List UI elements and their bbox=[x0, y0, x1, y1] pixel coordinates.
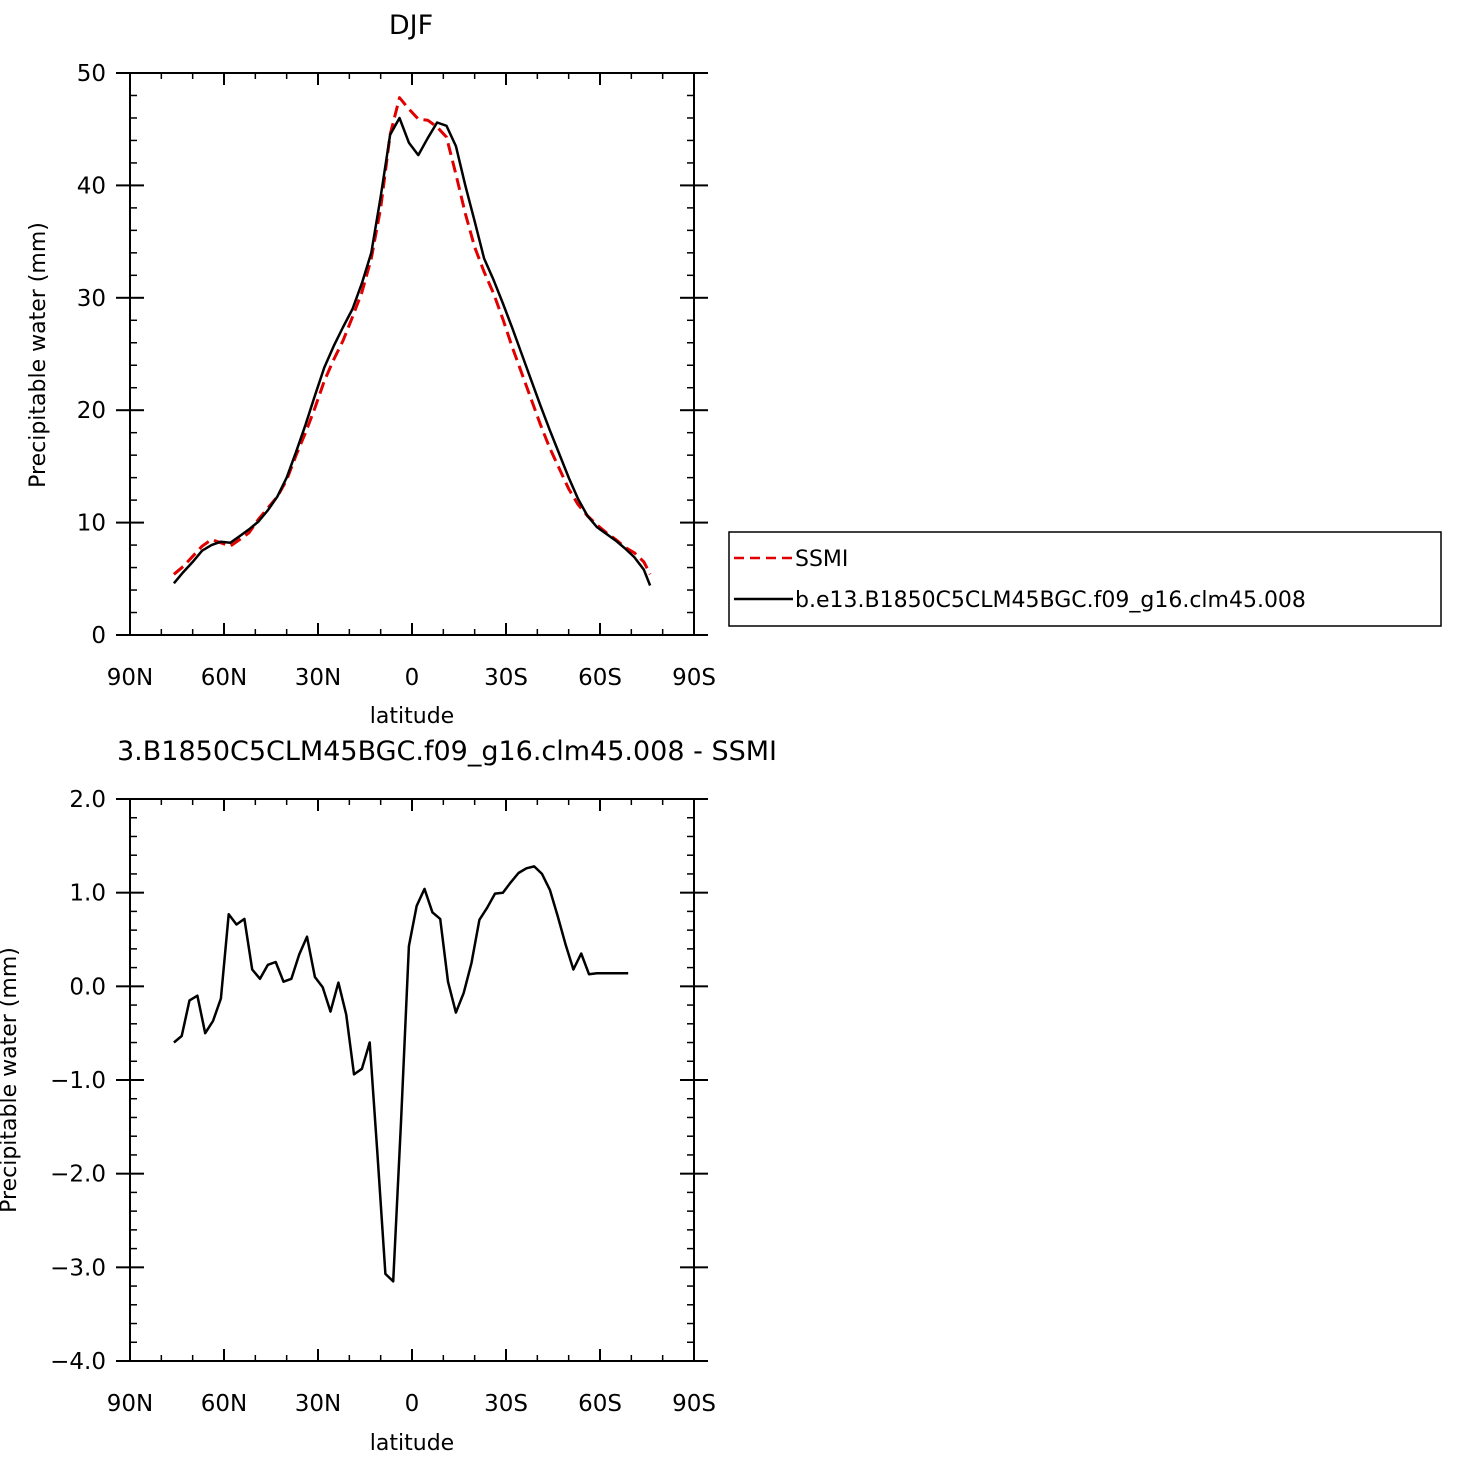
top-y-tick-label: 30 bbox=[77, 286, 106, 312]
bottom-x-tick-label: 90S bbox=[672, 1391, 716, 1417]
axes-frame-difference: 90N 60N 30N 0 30S 60S 90S 2.0 1.0 0.0 −1.0 −2.0 −3.0… bbox=[50, 787, 716, 1417]
bottom-y-tick-label: 0.0 bbox=[69, 974, 106, 1000]
chart-title-difference: 3.B1850C5CLM45BGC.f09_g16.clm45.008 - SS… bbox=[117, 736, 777, 767]
axes-frame: 90N 60N 30N 0 30S 60S 90S 0 10 20 30 40 50 bbox=[77, 61, 716, 691]
chart-panel-bottom: 3.B1850C5CLM45BGC.f09_g16.clm45.008 - SS… bbox=[0, 736, 777, 1456]
bottom-x-tick-label: 60S bbox=[578, 1391, 622, 1417]
y-axis-title-difference: Precipitable water (mm) bbox=[0, 947, 22, 1213]
y-axis-title: Precipitable water (mm) bbox=[26, 222, 51, 488]
legend-label-ssmi: SSMI bbox=[795, 547, 848, 572]
chart-panel-top: DJF Precipitable water (mm) latitude 90N… bbox=[26, 10, 716, 729]
top-x-tick-label: 0 bbox=[405, 665, 420, 691]
bottom-x-tick-label: 30N bbox=[295, 1391, 341, 1417]
bottom-x-tick-label: 0 bbox=[405, 1391, 420, 1417]
top-x-tick-label: 60S bbox=[578, 665, 622, 691]
y-axis-title-wrap: Precipitable water (mm) bbox=[26, 222, 51, 488]
bottom-y-tick-label: −1.0 bbox=[50, 1068, 106, 1094]
bottom-series-line-0 bbox=[173, 865, 629, 1283]
top-series-line-1 bbox=[172, 116, 652, 586]
bottom-x-tick-label: 30S bbox=[484, 1391, 528, 1417]
legend-box bbox=[728, 531, 1442, 627]
bottom-y-tick-label: 2.0 bbox=[69, 787, 106, 813]
bottom-y-tick-label: 1.0 bbox=[69, 881, 106, 907]
series-lines bbox=[172, 96, 652, 586]
top-x-tick-label: 90N bbox=[107, 665, 153, 691]
bottom-y-tick-label: −3.0 bbox=[50, 1255, 106, 1281]
legend: SSMI b.e13.B1850C5CLM45BGC.f09_g16.clm45… bbox=[728, 531, 1442, 627]
series-lines-difference bbox=[173, 865, 629, 1283]
bottom-y-tick-label: −4.0 bbox=[50, 1349, 106, 1375]
top-x-tick-label: 90S bbox=[672, 665, 716, 691]
bottom-x-tick-label: 90N bbox=[107, 1391, 153, 1417]
top-x-tick-label: 60N bbox=[201, 665, 247, 691]
top-x-tick-label: 30S bbox=[484, 665, 528, 691]
bottom-x-tick-label: 60N bbox=[201, 1391, 247, 1417]
x-axis-title: latitude bbox=[370, 704, 454, 729]
bottom-y-tick-label: −2.0 bbox=[50, 1162, 106, 1188]
x-axis-title-difference: latitude bbox=[370, 1431, 454, 1456]
top-y-tick-label: 50 bbox=[77, 61, 106, 87]
legend-label-model: b.e13.B1850C5CLM45BGC.f09_g16.clm45.008 bbox=[795, 588, 1306, 613]
top-x-tick-label: 30N bbox=[295, 665, 341, 691]
top-y-tick-label: 40 bbox=[77, 173, 106, 199]
top-series-line-0 bbox=[172, 96, 652, 576]
top-y-tick-label: 0 bbox=[91, 623, 106, 649]
top-y-tick-label: 10 bbox=[77, 511, 106, 537]
top-y-tick-label: 20 bbox=[77, 398, 106, 424]
chart-title: DJF bbox=[389, 10, 433, 41]
